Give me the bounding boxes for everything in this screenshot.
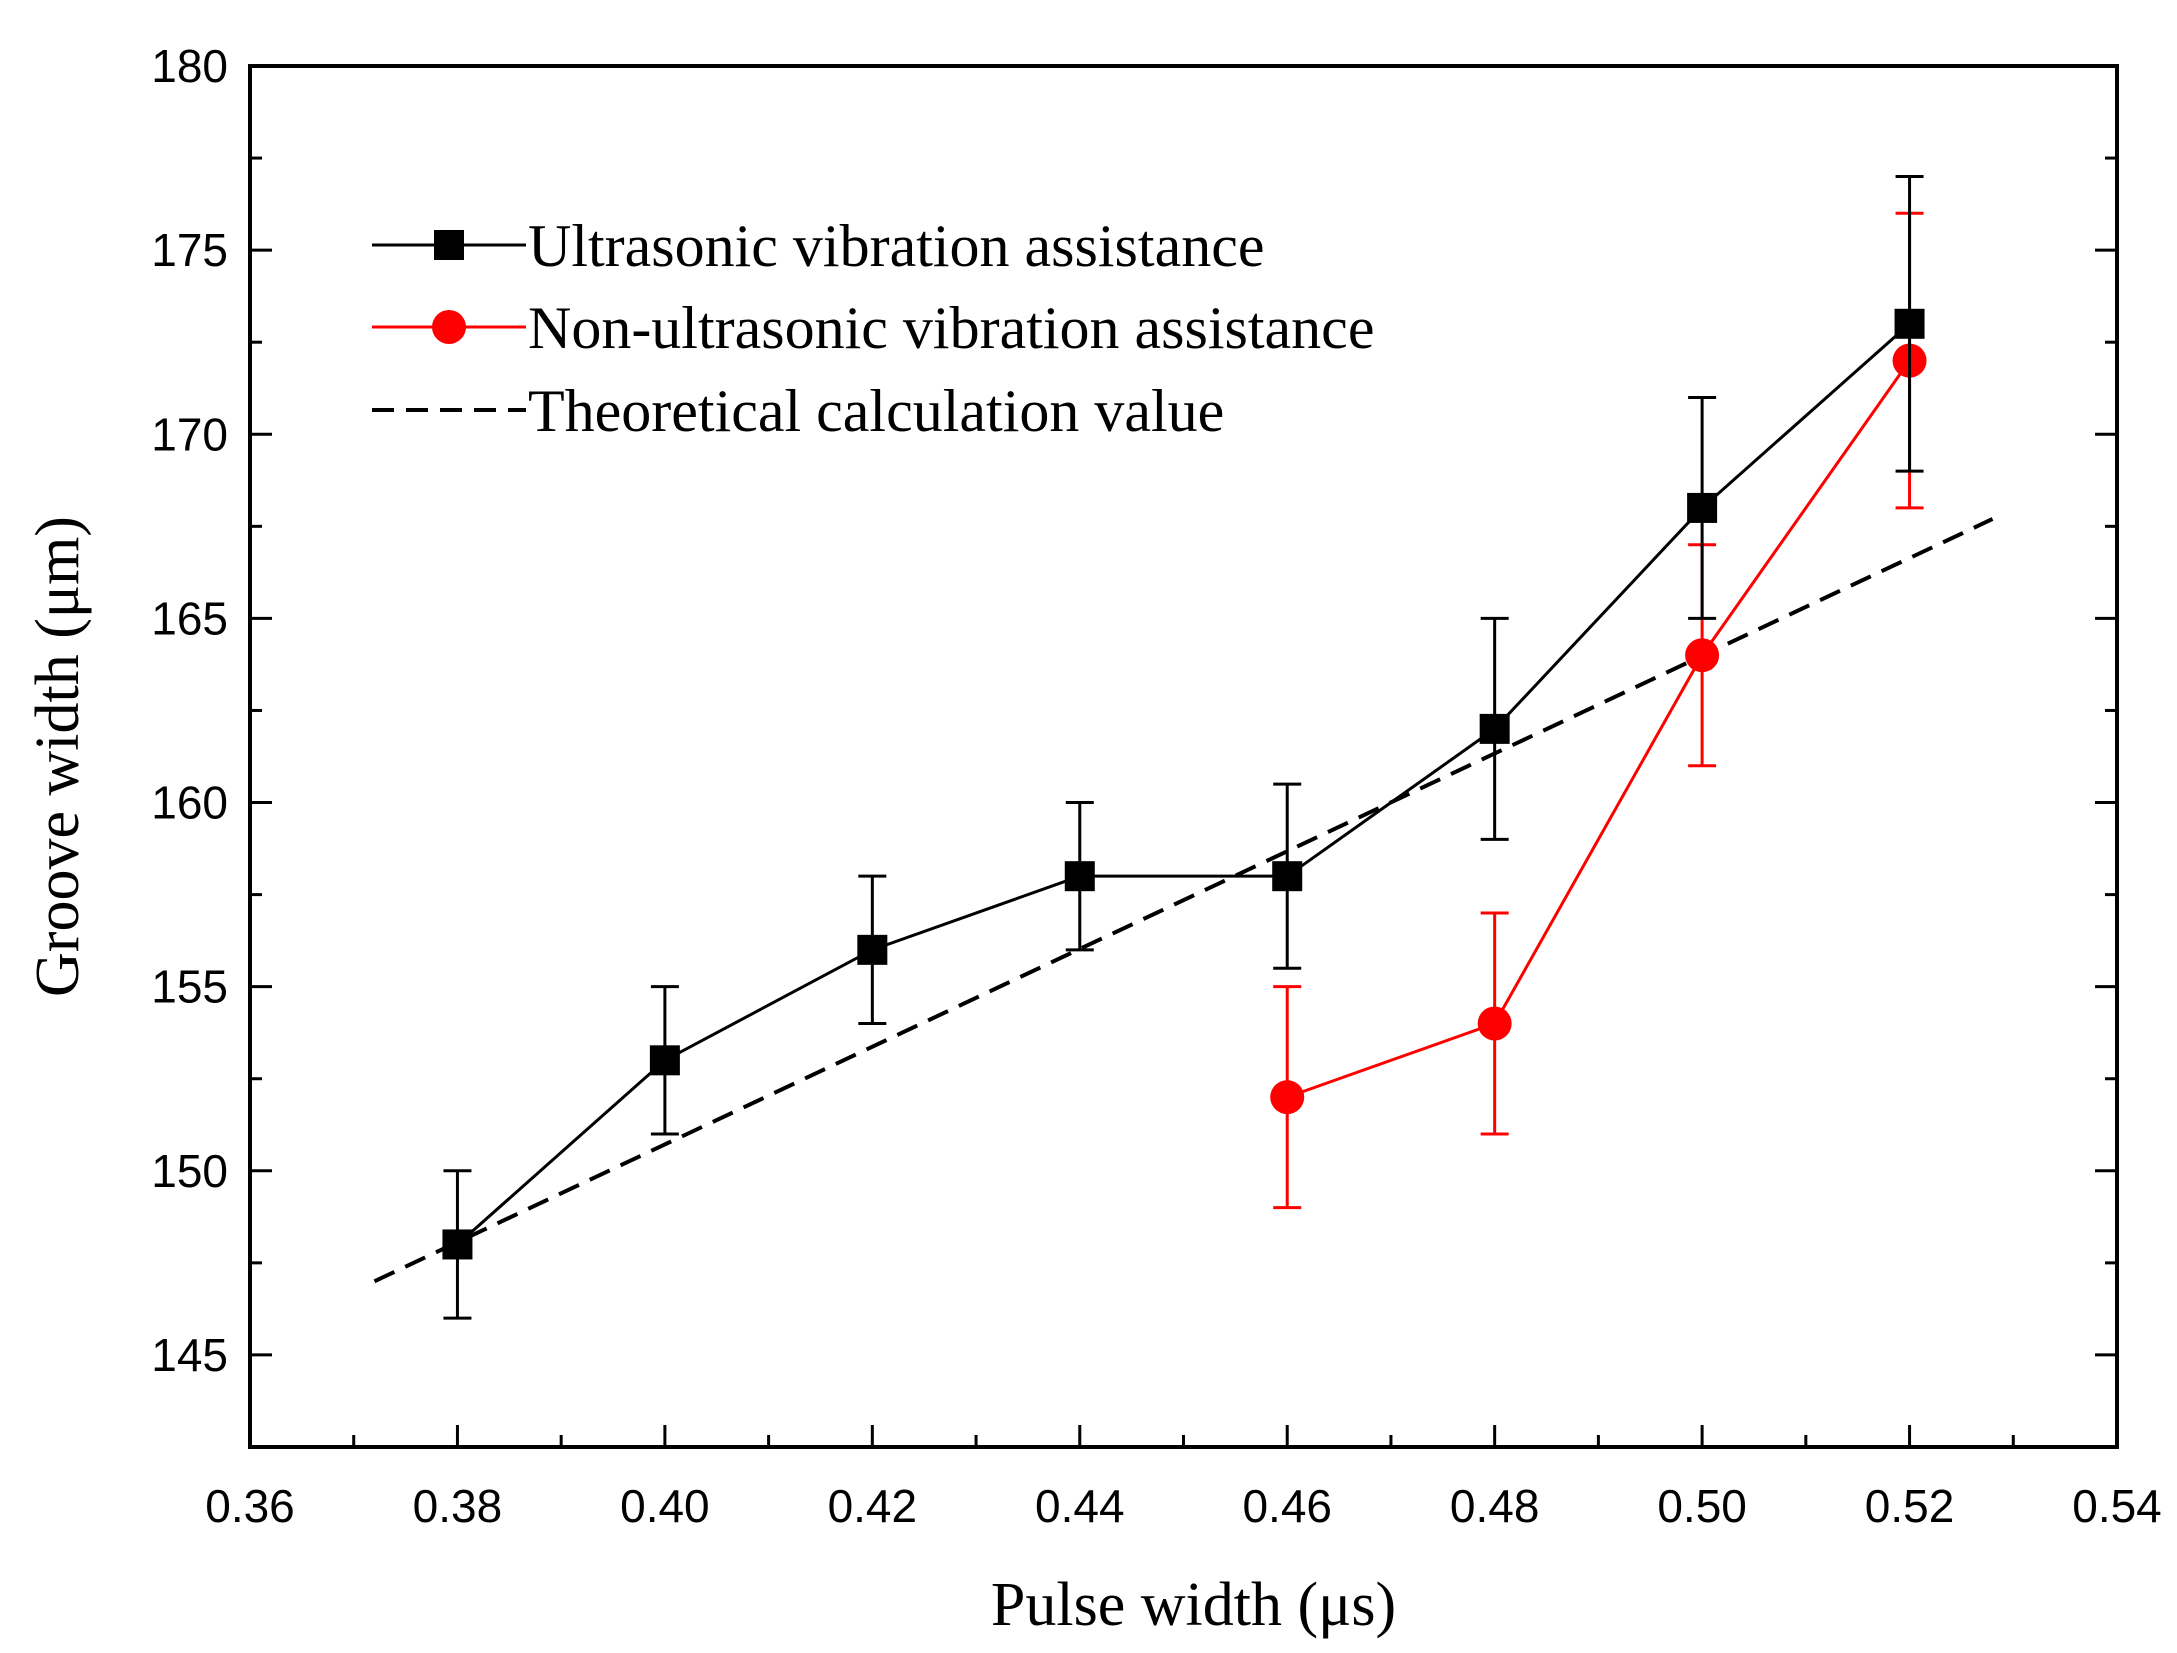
legend-marker [432, 310, 466, 344]
series-layer [373, 174, 1994, 1320]
legend-marker [434, 230, 464, 260]
series-line [1286, 359, 1911, 1099]
y-tick-label: 170 [151, 408, 228, 460]
x-tick-label: 0.36 [205, 1480, 295, 1532]
series-2 [1270, 211, 1927, 1210]
y-tick-label: 180 [151, 40, 228, 92]
legend-item: Ultrasonic vibration assistance [372, 213, 1264, 279]
data-point [442, 1229, 473, 1260]
legend: Ultrasonic vibration assistance Non-ultra… [372, 213, 1374, 444]
x-tick-label: 0.38 [413, 1480, 503, 1532]
data-point [1479, 713, 1510, 744]
series-line [456, 322, 1911, 1246]
x-tick-label: 0.40 [620, 1480, 710, 1532]
series-3 [373, 517, 1994, 1284]
data-point [1685, 638, 1720, 673]
x-tick-label: 0.54 [2072, 1480, 2162, 1532]
data-point [1894, 308, 1925, 339]
y-tick-label: 150 [151, 1145, 228, 1197]
x-tick-label: 0.44 [1035, 1480, 1125, 1532]
legend-label: Theoretical calculation value [528, 378, 1224, 444]
data-point [1477, 1006, 1512, 1041]
x-tick-label: 0.52 [1865, 1480, 1955, 1532]
x-tick-label: 0.50 [1657, 1480, 1747, 1532]
y-axis: 145 150 155 160 165 170 175 180 [151, 40, 2117, 1381]
y-tick-label: 160 [151, 777, 228, 829]
x-tick-label: 0.46 [1242, 1480, 1332, 1532]
y-tick-label: 145 [151, 1329, 228, 1381]
y-tick-label: 165 [151, 592, 228, 644]
x-axis: 0.36 0.38 0.40 0.42 0.44 0.46 0.48 0.50 0.52 0.54 [205, 1425, 2162, 1532]
x-tick-label: 0.42 [828, 1480, 918, 1532]
legend-label: Non-ultrasonic vibration assistance [528, 295, 1374, 361]
series-1 [442, 174, 1925, 1320]
series-line [373, 517, 1994, 1284]
data-point [1270, 1080, 1305, 1115]
data-point [1272, 861, 1303, 892]
data-point [1687, 492, 1718, 523]
data-point [649, 1045, 680, 1076]
x-axis-title: Pulse width (μs) [991, 1571, 1396, 1639]
data-point [1064, 861, 1095, 892]
legend-label: Ultrasonic vibration assistance [528, 213, 1264, 279]
data-point [857, 934, 888, 965]
legend-item: Non-ultrasonic vibration assistance [372, 295, 1374, 361]
y-axis-title: Groove width (μm) [24, 516, 92, 997]
x-tick-label: 0.48 [1450, 1480, 1540, 1532]
legend-item: Theoretical calculation value [372, 378, 1224, 444]
y-tick-label: 175 [151, 224, 228, 276]
y-tick-label: 155 [151, 961, 228, 1013]
